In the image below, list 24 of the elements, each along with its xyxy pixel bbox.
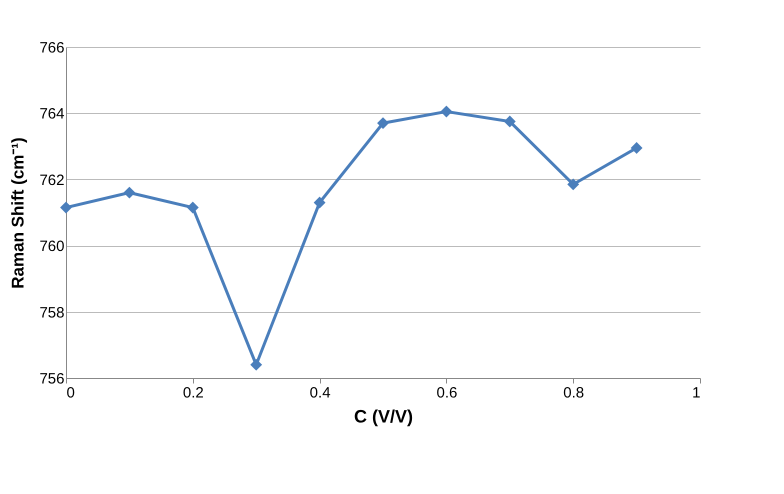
y-tick-label: 756 — [39, 370, 64, 388]
y-tick-label: 762 — [39, 172, 64, 189]
y-tick-label: 760 — [39, 238, 64, 256]
y-tick-label: 764 — [39, 106, 64, 123]
point — [377, 117, 389, 130]
y-tick-label: 766 — [39, 40, 64, 56]
point — [186, 202, 199, 214]
point — [123, 186, 136, 199]
point — [504, 116, 516, 128]
point — [567, 178, 580, 190]
x-axis-title: C (V/V) — [354, 406, 414, 426]
x-tick-label: 1 — [692, 384, 700, 402]
point — [630, 142, 643, 154]
point — [440, 106, 452, 118]
x-tick-label: 0.4 — [310, 384, 331, 402]
point — [250, 358, 262, 371]
y-axis-title: Raman Shift (cm⁻¹) — [8, 137, 28, 289]
x-tick-label: 0.6 — [436, 384, 458, 402]
x-tick-label: 0 — [66, 384, 75, 402]
point — [314, 196, 326, 208]
x-tick-label: 0.2 — [182, 384, 204, 402]
point — [60, 202, 72, 214]
x-tick-label: 0.8 — [563, 384, 584, 402]
y-tick-label: 758 — [39, 304, 64, 322]
